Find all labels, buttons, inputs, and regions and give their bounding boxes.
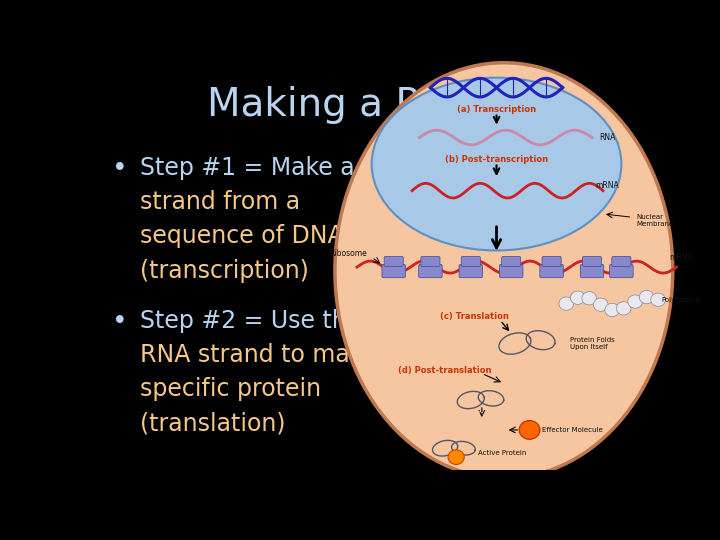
Text: (transcription): (transcription) (140, 259, 309, 282)
Text: (a) Transcription: (a) Transcription (457, 105, 536, 114)
FancyBboxPatch shape (610, 265, 633, 278)
FancyBboxPatch shape (612, 256, 631, 266)
Text: specific protein: specific protein (140, 377, 321, 401)
FancyBboxPatch shape (542, 256, 561, 266)
Circle shape (605, 303, 619, 316)
Text: •: • (112, 309, 128, 335)
Text: Protein Folds
Upon Itself: Protein Folds Upon Itself (570, 337, 615, 350)
Text: RNA: RNA (599, 133, 616, 142)
Circle shape (582, 292, 597, 305)
Text: Ribosome: Ribosome (330, 249, 367, 258)
Circle shape (651, 293, 665, 306)
Circle shape (639, 291, 654, 303)
FancyBboxPatch shape (582, 256, 601, 266)
FancyBboxPatch shape (421, 256, 440, 266)
Circle shape (593, 298, 608, 312)
Text: Effector Molecule: Effector Molecule (542, 427, 603, 433)
Text: (d) Post-translation: (d) Post-translation (398, 366, 492, 375)
Text: (translation): (translation) (140, 411, 286, 436)
FancyBboxPatch shape (418, 265, 442, 278)
FancyBboxPatch shape (500, 265, 523, 278)
Text: Active Protein: Active Protein (478, 450, 526, 456)
Text: strand from a: strand from a (140, 191, 300, 214)
Text: (b) Post-transcription: (b) Post-transcription (445, 154, 548, 164)
Text: (c) Translation: (c) Translation (440, 313, 509, 321)
FancyBboxPatch shape (384, 256, 403, 266)
FancyBboxPatch shape (540, 265, 563, 278)
Text: RNA strand to make a: RNA strand to make a (140, 343, 399, 367)
Circle shape (448, 450, 464, 464)
Text: mRNA: mRNA (669, 253, 693, 261)
Text: •: • (112, 156, 128, 183)
Text: Making a Protein: Making a Protein (207, 85, 531, 124)
FancyBboxPatch shape (462, 256, 480, 266)
Ellipse shape (372, 78, 621, 251)
Circle shape (628, 295, 642, 308)
FancyBboxPatch shape (580, 265, 604, 278)
Circle shape (519, 421, 540, 439)
Circle shape (616, 302, 631, 315)
Text: mRNA: mRNA (595, 181, 619, 190)
FancyBboxPatch shape (459, 265, 482, 278)
Text: Step #1 = Make a RNA: Step #1 = Make a RNA (140, 156, 413, 180)
Text: Step #2 = Use the: Step #2 = Use the (140, 309, 361, 333)
Text: sequence of DNA: sequence of DNA (140, 225, 344, 248)
Circle shape (559, 297, 574, 310)
FancyBboxPatch shape (382, 265, 405, 278)
FancyBboxPatch shape (502, 256, 521, 266)
Text: Nuclear
Membrane: Nuclear Membrane (636, 214, 673, 227)
Ellipse shape (335, 63, 672, 478)
Circle shape (570, 291, 585, 305)
Text: Polypeptide: Polypeptide (662, 298, 703, 303)
